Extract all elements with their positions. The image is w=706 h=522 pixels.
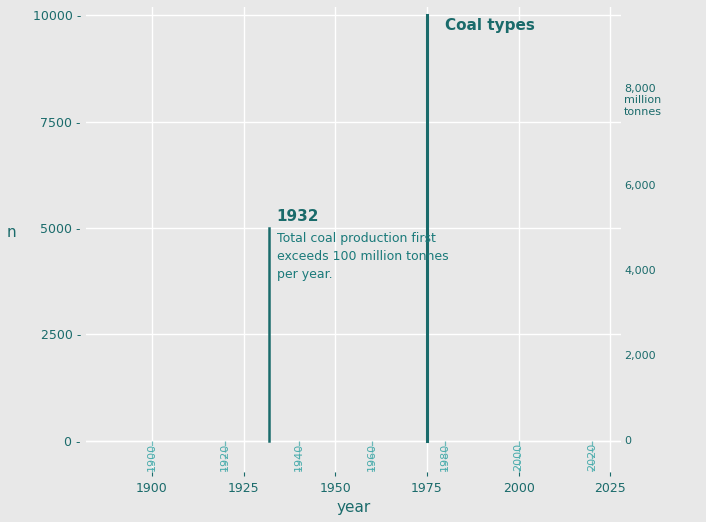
Text: 2020: 2020 — [587, 443, 597, 471]
Text: 6,000: 6,000 — [624, 181, 655, 191]
Text: 2,000: 2,000 — [624, 351, 656, 361]
Text: 0: 0 — [624, 435, 631, 446]
Text: 1932: 1932 — [277, 209, 319, 224]
Text: 1980: 1980 — [441, 443, 450, 471]
Text: 1920: 1920 — [220, 443, 230, 471]
Y-axis label: n: n — [7, 224, 16, 240]
Text: 1960: 1960 — [367, 443, 377, 471]
X-axis label: year: year — [337, 500, 371, 515]
Text: 1940: 1940 — [294, 443, 304, 471]
Text: Total coal production first
exceeds 100 million tonnes
per year.: Total coal production first exceeds 100 … — [277, 232, 448, 281]
Text: 4,000: 4,000 — [624, 266, 656, 276]
Text: Coal types: Coal types — [445, 18, 535, 32]
Text: 8,000
million
tonnes: 8,000 million tonnes — [624, 84, 662, 117]
Text: 1900: 1900 — [147, 443, 157, 471]
Text: 2000: 2000 — [513, 443, 524, 471]
